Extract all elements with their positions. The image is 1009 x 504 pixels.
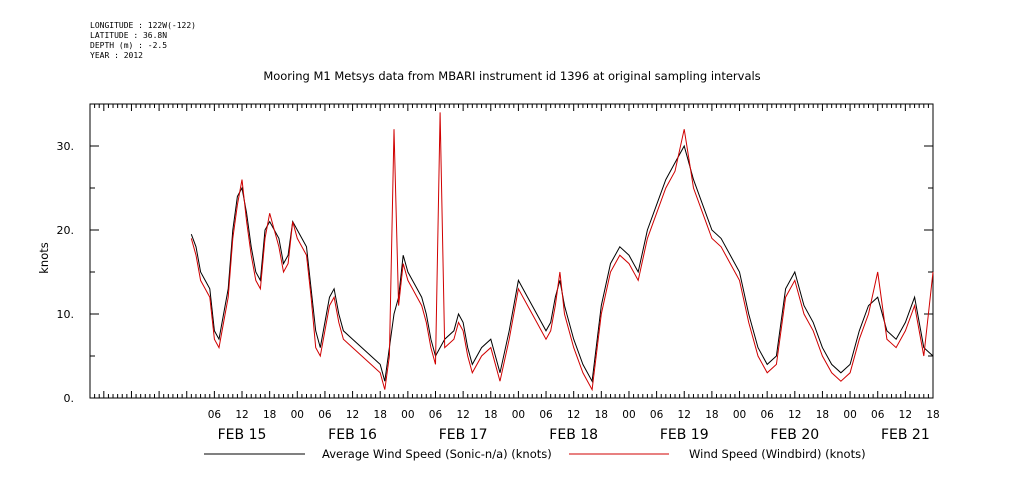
- y-tick-label: 20.: [57, 224, 75, 237]
- x-tick-label: 00: [622, 409, 635, 421]
- metadata-block: LONGITUDE : 122W(-122) LATITUDE : 36.8N …: [90, 21, 196, 61]
- x-tick-label: 06: [208, 409, 222, 421]
- x-tick-label: 12: [788, 409, 801, 421]
- day-label: FEB 16: [328, 427, 377, 443]
- day-label: FEB 20: [770, 427, 819, 443]
- x-tick-label: 06: [318, 409, 332, 421]
- day-label: FEB 19: [660, 427, 709, 443]
- legend: Average Wind Speed (Sonic-n/a) (knots) W…: [204, 447, 866, 461]
- day-label: FEB 15: [218, 427, 267, 443]
- x-tick-label: 12: [346, 409, 359, 421]
- x-tick-label: 00: [843, 409, 856, 421]
- x-tick-label: 18: [263, 409, 276, 421]
- x-tick-label: 12: [567, 409, 580, 421]
- x-tick-label: 12: [678, 409, 691, 421]
- x-tick-label: 18: [374, 409, 387, 421]
- x-tick-label: 00: [512, 409, 525, 421]
- day-label: FEB 21: [881, 427, 930, 443]
- x-tick-label: 00: [291, 409, 304, 421]
- y-tick-labels: 0. 10. 20. 30.: [57, 140, 75, 405]
- x-tick-label: 06: [429, 409, 443, 421]
- y-tick-label: 10.: [57, 308, 75, 321]
- latitude-label: LATITUDE : 36.8N: [90, 31, 168, 40]
- x-tick-label: 18: [926, 409, 939, 421]
- x-tick-label: 12: [899, 409, 912, 421]
- year-label: YEAR : 2012: [90, 51, 143, 60]
- x-tick-labels: 06 12 18 00 06 12 18 00 06 12 18 00 06 12 18 00 06 12 18 00…: [208, 409, 940, 421]
- day-label: FEB 17: [439, 427, 488, 443]
- x-tick-label: 18: [816, 409, 829, 421]
- y-tick-label: 30.: [57, 140, 75, 153]
- series-average-wind-speed-line: [190, 144, 934, 383]
- series-windbird-wind-speed-line: [190, 112, 934, 392]
- y-tick-label: 0.: [64, 392, 75, 405]
- x-tick-label: 12: [235, 409, 248, 421]
- legend-label-windbird: Wind Speed (Windbird) (knots): [689, 447, 866, 461]
- x-tick-label: 06: [760, 409, 774, 421]
- x-tick-label: 18: [484, 409, 497, 421]
- x-tick-label: 18: [595, 409, 608, 421]
- plot-frame: [89, 103, 934, 399]
- legend-label-average: Average Wind Speed (Sonic-n/a) (knots): [322, 447, 552, 461]
- chart-title: Mooring M1 Metsys data from MBARI instru…: [263, 69, 760, 83]
- x-tick-label: 06: [650, 409, 664, 421]
- x-tick-label: 12: [456, 409, 469, 421]
- x-tick-label: 00: [733, 409, 746, 421]
- day-label: FEB 18: [549, 427, 598, 443]
- depth-label: DEPTH (m) : -2.5: [90, 41, 168, 50]
- longitude-label: LONGITUDE : 122W(-122): [90, 21, 196, 30]
- x-tick-label: 06: [871, 409, 885, 421]
- x-tick-label: 00: [401, 409, 414, 421]
- x-tick-label: 06: [539, 409, 553, 421]
- x-tick-label: 18: [705, 409, 718, 421]
- y-axis-label: knots: [37, 242, 51, 274]
- day-labels: FEB 15 FEB 16 FEB 17 FEB 18 FEB 19 FEB 20 FEB …: [218, 427, 930, 443]
- axis-ticks: [89, 103, 934, 399]
